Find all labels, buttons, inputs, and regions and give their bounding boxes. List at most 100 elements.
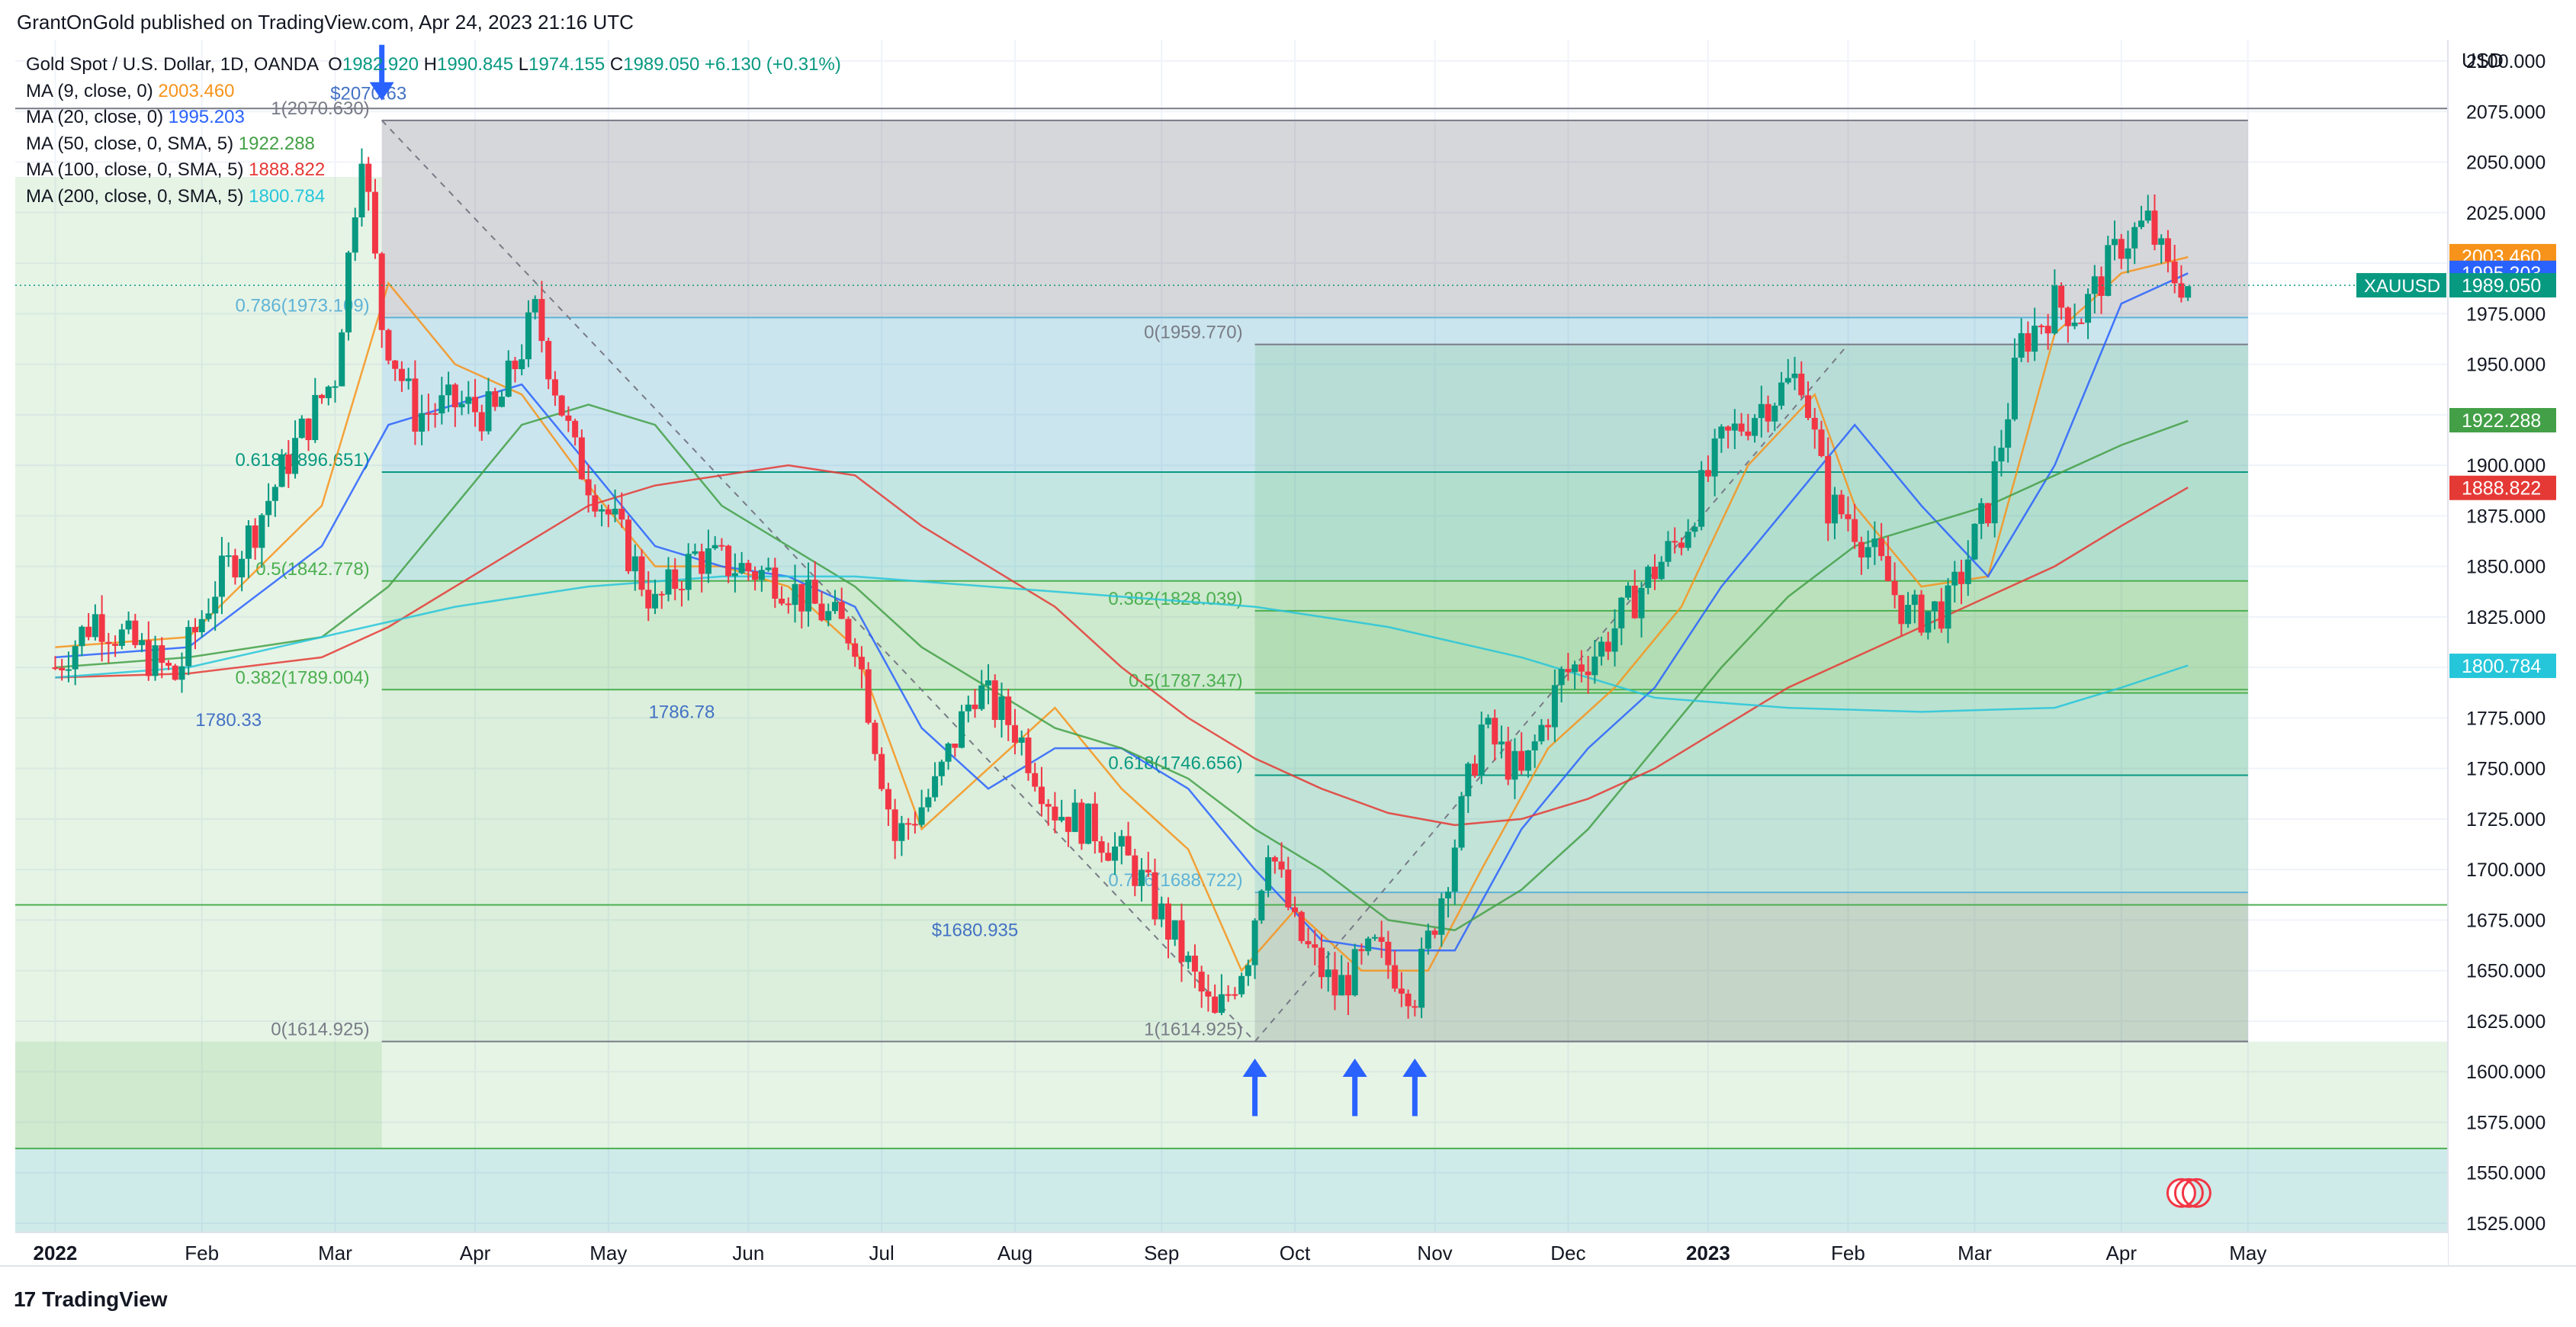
fib-level-label: 1(1614.925) (1144, 1020, 1242, 1040)
ma50-value: 1922.288 (238, 133, 315, 154)
candle-body (811, 580, 818, 604)
candle-body (612, 509, 618, 515)
candle-body (1052, 806, 1058, 821)
candle-body (1365, 938, 1372, 952)
candle-body (705, 548, 711, 574)
candle-body (1858, 541, 1865, 557)
candle-body (1918, 594, 1925, 633)
fib-level-label: 0(1959.770) (1144, 323, 1242, 343)
candle-body (978, 685, 985, 709)
candle-body (1925, 611, 1932, 633)
candle-body (1492, 718, 1498, 745)
candle-body (638, 556, 645, 590)
plot-background (15, 40, 2448, 1232)
candle-body (625, 519, 632, 572)
candle-body (952, 743, 959, 748)
ma9-value: 2003.460 (158, 80, 235, 101)
candle-body (458, 403, 465, 408)
candle-body (2025, 333, 2032, 352)
candle-body (445, 384, 452, 396)
candle-body (1371, 937, 1378, 939)
candle-body (1831, 494, 1838, 524)
candle-body (2098, 276, 2105, 296)
ma9-legend-row[interactable]: MA (9, close, 0) 2003.460 (26, 79, 841, 105)
candle-body (1511, 750, 1518, 780)
candle-body (692, 551, 699, 554)
candle-body (1631, 585, 1638, 619)
fib-zone (1254, 775, 2248, 893)
candle-body (1598, 641, 1605, 657)
candle-body (1238, 975, 1245, 994)
candle-body (98, 614, 105, 642)
candle-body (1698, 470, 1705, 527)
symbol-tag-label: XAUUSD (2364, 276, 2440, 297)
candle-body (725, 545, 732, 577)
candle-body (2185, 286, 2192, 298)
fib-left-trendline (381, 120, 1256, 1043)
candle-body (532, 299, 538, 313)
candle-body (1964, 559, 1971, 584)
symbol-legend-row[interactable]: Gold Spot / U.S. Dollar, 1D, OANDA O1982… (26, 52, 841, 79)
candle-body (298, 418, 305, 439)
arrow-up-icon (1402, 1058, 1428, 1117)
fib-level-label: 0(1614.925) (271, 1020, 369, 1040)
candle-body (1185, 956, 1192, 962)
candle-body (1145, 869, 1151, 872)
candle-body (92, 614, 98, 638)
candle-body (398, 368, 405, 381)
ma20-legend-row[interactable]: MA (20, close, 0) 1995.203 (26, 104, 841, 131)
ma200-value: 1800.784 (249, 185, 326, 207)
candle-body (1325, 969, 1331, 978)
candle-body (2171, 261, 2178, 284)
candle-body (339, 332, 345, 387)
candle-body (2038, 326, 2044, 328)
time-tick-label: Dec (1550, 1242, 1585, 1264)
price-annotation: 1786.78 (649, 702, 715, 722)
candle-body (785, 603, 792, 606)
ma100-legend-row[interactable]: MA (100, close, 0, SMA, 5) 1888.822 (26, 157, 841, 184)
candle-body (1139, 869, 1145, 886)
candle-body (1358, 949, 1365, 952)
candle-body (1852, 519, 1858, 542)
fib-zone (381, 580, 2248, 690)
extension-zone-left (15, 177, 382, 1149)
candle-body (1078, 802, 1085, 844)
tradingview-logo[interactable]: 17 TradingView (14, 1287, 168, 1312)
price-tick-label: 1600.000 (2466, 1062, 2545, 1083)
low-label: L (518, 54, 529, 75)
candle-body (1298, 911, 1305, 941)
candle-body (798, 583, 805, 612)
candle-body (1818, 429, 1825, 456)
low-value: 1974.155 (528, 54, 605, 75)
candle-body (1938, 601, 1945, 629)
fib-level-label: 0.786(1688.722) (1108, 870, 1242, 891)
ma100-value: 1888.822 (249, 159, 326, 180)
candle-body (1752, 418, 1759, 436)
candle-body (451, 384, 458, 408)
candle-body (905, 823, 912, 825)
candle-body (1585, 671, 1592, 676)
ma50-legend-row[interactable]: MA (50, close, 0, SMA, 5) 1922.288 (26, 131, 841, 158)
candle-body (858, 657, 865, 670)
candle-body (305, 418, 312, 441)
candle-body (1878, 538, 1885, 557)
symbol-title: Gold Spot / U.S. Dollar, 1D, OANDA (26, 54, 318, 75)
candle-body (65, 669, 72, 671)
candle-body (485, 391, 492, 432)
candle-body (1604, 641, 1611, 652)
fib-right-levels: 0(1959.770) 0.382(1828.039) 0.5(1787.347) 0… (1108, 323, 2248, 1043)
candle-body (1498, 741, 1505, 745)
time-tick-label: May (589, 1242, 627, 1264)
candle-body (2058, 285, 2065, 308)
price-tick-label: 1975.000 (2466, 304, 2545, 325)
candle-body (492, 391, 499, 407)
ma200-legend-row[interactable]: MA (200, close, 0, SMA, 5) 1800.784 (26, 184, 841, 210)
candle-body (1318, 947, 1325, 978)
candle-body (1385, 941, 1392, 966)
candle-body (1911, 594, 1918, 606)
candle-body (218, 555, 225, 597)
candle-body (1565, 669, 1572, 673)
candle-body (1038, 786, 1045, 805)
candle-body (845, 619, 852, 644)
